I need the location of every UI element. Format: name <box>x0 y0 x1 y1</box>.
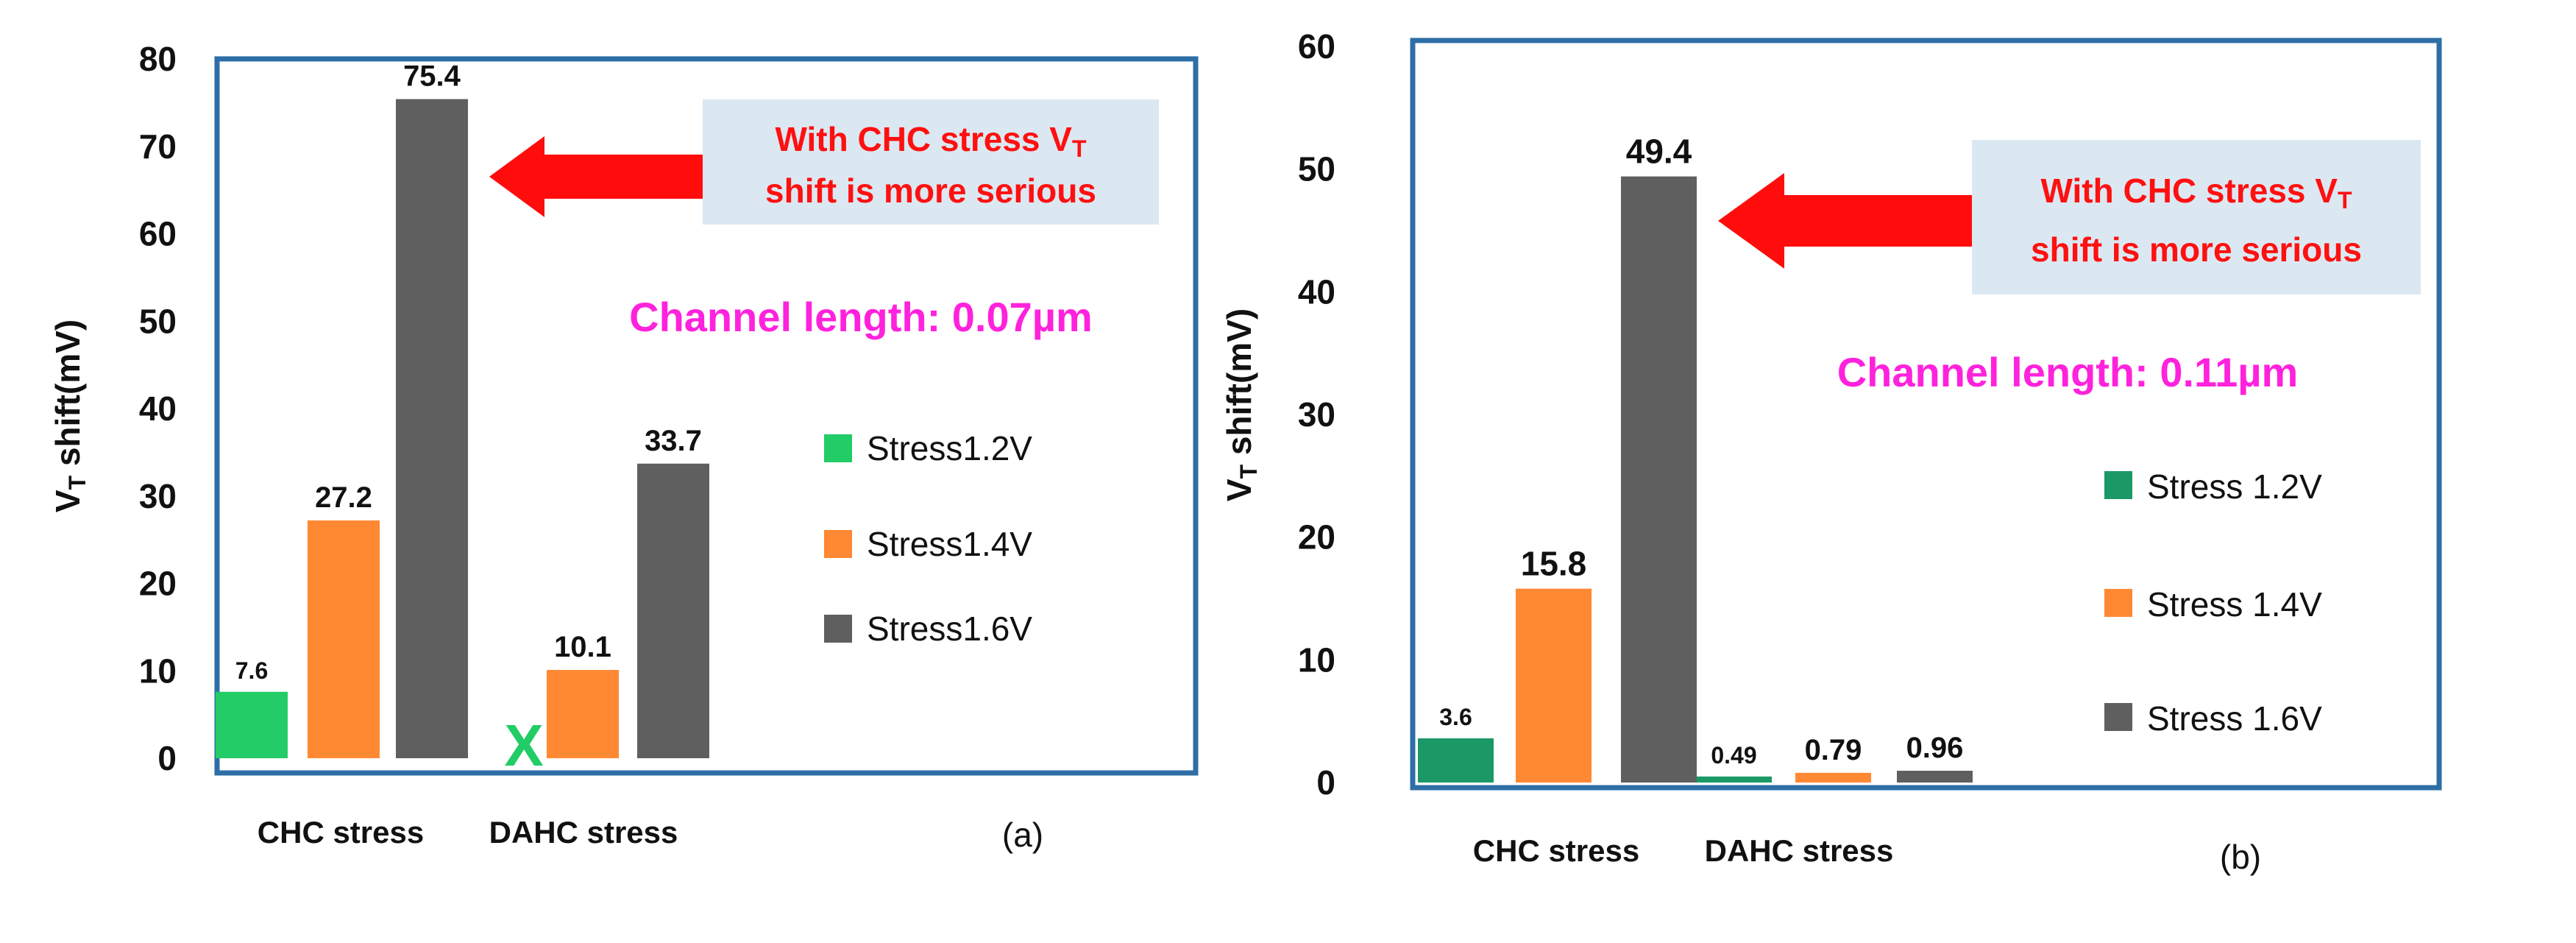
panel-label-a: (a) <box>1002 816 1043 854</box>
bars-a: 7.6 27.2 10.1 75.4 33.7 <box>216 60 709 758</box>
red-arrow-a <box>489 136 703 217</box>
legend-label-b-1: Stress 1.4V <box>2147 585 2322 624</box>
data-label: 7.6 <box>235 657 268 684</box>
data-label: 33.7 <box>645 425 702 457</box>
legend-swatch-b-0 <box>2104 471 2132 499</box>
bar-stress1.2v-chc-stress <box>1418 738 1494 783</box>
category-label-chc-a: CHC stress <box>258 815 424 850</box>
legend-label-b-2: Stress 1.6V <box>2147 699 2322 738</box>
y-axis-ticks-a: 0 10 20 30 40 50 60 70 80 <box>139 40 177 777</box>
bar-stress1.6v-dahc-stress <box>1897 771 1973 783</box>
legend-label-a-0: Stress1.2V <box>867 429 1032 467</box>
data-label: 15.8 <box>1521 545 1587 583</box>
bar-stress1.2v-chc-stress <box>216 691 288 758</box>
data-label: 27.2 <box>315 481 372 514</box>
legend-swatch-a-0 <box>824 434 852 462</box>
legend-swatch-a-2 <box>824 615 852 643</box>
missing-x-marker: X <box>504 713 543 778</box>
legend-swatch-b-2 <box>2104 703 2132 731</box>
panel-b: 0 10 20 30 40 50 60 VT shift(mV) 3.6 0.49 15.8 0.… <box>1220 27 2442 876</box>
legend-swatch-b-1 <box>2104 589 2132 617</box>
data-label: 0.96 <box>1906 732 1964 764</box>
data-label: 3.6 <box>1439 704 1472 730</box>
y-tick-label: 50 <box>139 302 177 340</box>
y-tick-label: 50 <box>1298 150 1335 188</box>
y-tick-label: 40 <box>1298 272 1335 311</box>
plot-frame-b <box>1410 38 2442 791</box>
annotation-line2-b: shift is more serious <box>2031 230 2362 269</box>
y-tick-label: 20 <box>1298 518 1335 557</box>
y-tick-label: 30 <box>139 477 177 515</box>
y-tick-label: 0 <box>157 739 177 777</box>
y-axis-ticks-b: 0 10 20 30 40 50 60 <box>1298 27 1335 802</box>
category-label-chc-b: CHC stress <box>1473 833 1639 868</box>
channel-length-a: Channel length: 0.07µm <box>629 294 1093 340</box>
plot-frame-a <box>214 56 1199 776</box>
annotation-box-b <box>1972 140 2421 294</box>
data-label: 49.4 <box>1626 133 1692 171</box>
annotation-line1-a: With CHC stress VT <box>776 120 1087 162</box>
bar-stress1.6v-chc-stress <box>396 99 468 758</box>
legend-a: Stress1.2V Stress1.4V Stress1.6V <box>824 429 1032 648</box>
panel-label-b: (b) <box>2220 838 2261 876</box>
legend-label-b-0: Stress 1.2V <box>2147 467 2322 506</box>
y-axis-label-b: VT shift(mV) <box>1220 308 1262 501</box>
annotation-box-a <box>703 99 1159 225</box>
data-label: 75.4 <box>403 60 461 93</box>
red-arrow-b <box>1718 173 1972 269</box>
bar-stress1.6v-dahc-stress <box>637 463 709 758</box>
y-tick-label: 10 <box>1298 640 1335 679</box>
y-tick-label: 70 <box>139 127 177 166</box>
y-tick-label: 40 <box>139 389 177 428</box>
y-tick-label: 60 <box>1298 27 1335 66</box>
y-tick-label: 60 <box>139 215 177 253</box>
legend-label-a-1: Stress1.4V <box>867 525 1032 563</box>
data-label: 0.79 <box>1805 734 1862 766</box>
y-tick-label: 20 <box>139 565 177 603</box>
annotation-line1-b: With CHC stress VT <box>2041 172 2352 213</box>
legend-b: Stress 1.2V Stress 1.4V Stress 1.6V <box>2104 467 2322 738</box>
y-axis-label-a: VT shift(mV) <box>49 319 91 512</box>
channel-length-b: Channel length: 0.11µm <box>1837 349 2299 395</box>
bar-stress1.6v-chc-stress <box>1621 176 1697 783</box>
bar-stress1.4v-chc-stress <box>308 520 380 758</box>
y-tick-label: 30 <box>1298 395 1335 434</box>
bar-stress1.4v-dahc-stress <box>1795 772 1871 783</box>
category-label-dahc-a: DAHC stress <box>489 815 678 850</box>
panel-a: 0 10 20 30 40 50 60 70 80 VT shift(mV) 7.6 27.2 10… <box>49 40 1199 854</box>
data-label: 0.49 <box>1711 742 1756 769</box>
bar-stress1.4v-chc-stress <box>1516 588 1592 783</box>
bar-stress1.2v-dahc-stress <box>1696 776 1772 783</box>
annotation-line2-a: shift is more serious <box>765 172 1096 210</box>
missing-marker-a: X <box>504 713 543 778</box>
legend-swatch-a-1 <box>824 530 852 558</box>
bar-stress1.4v-dahc-stress <box>547 670 619 758</box>
legend-label-a-2: Stress1.6V <box>867 610 1032 648</box>
data-label: 10.1 <box>554 631 611 663</box>
category-label-dahc-b: DAHC stress <box>1705 833 1894 868</box>
y-tick-label: 80 <box>139 40 177 78</box>
bars-b: 3.6 0.49 15.8 0.79 49.4 0.96 <box>1418 133 1973 783</box>
y-tick-label: 10 <box>139 651 177 690</box>
y-tick-label: 0 <box>1316 763 1335 802</box>
